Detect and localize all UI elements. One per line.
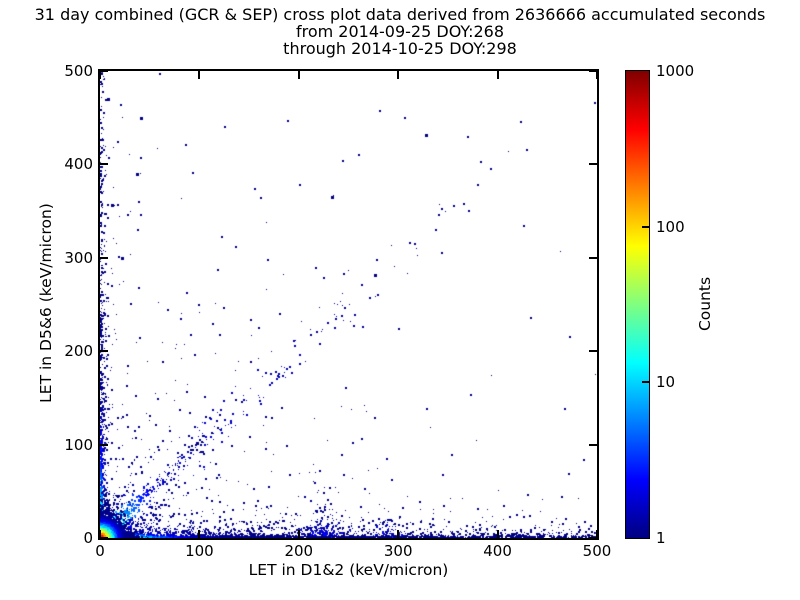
- x-tick-mark: [297, 71, 300, 79]
- colorbar-label: Counts: [696, 276, 714, 332]
- y-tick-mark: [100, 350, 108, 353]
- x-tick-mark: [99, 530, 101, 538]
- colorbar-tick-label: 10: [656, 373, 676, 392]
- x-tick-mark: [198, 71, 201, 79]
- x-tick-mark: [496, 71, 499, 79]
- colorbar: [625, 70, 650, 539]
- y-tick-label: 0: [83, 529, 93, 547]
- y-tick-mark: [589, 350, 597, 353]
- y-tick-mark: [589, 163, 597, 166]
- y-tick-label: 200: [64, 342, 93, 361]
- chart-title-line-1: 31 day combined (GCR & SEP) cross plot d…: [34, 5, 766, 24]
- y-axis-label: LET in D5&6 (keV/micron): [37, 203, 55, 403]
- plot-area: [98, 69, 599, 540]
- y-tick-label: 500: [64, 62, 93, 80]
- x-tick-label: 400: [483, 542, 512, 560]
- colorbar-gradient: [626, 71, 649, 538]
- x-axis-label: LET in D1&2 (keV/micron): [248, 561, 449, 579]
- y-tick-mark: [589, 256, 597, 259]
- y-tick-mark: [589, 537, 597, 539]
- x-tick-label: 100: [185, 542, 214, 560]
- colorbar-tick-label: 1000: [656, 62, 695, 80]
- x-tick-label: 0: [95, 542, 105, 560]
- y-tick-mark: [100, 537, 108, 539]
- x-tick-label: 300: [383, 542, 413, 560]
- chart-title-line-2: from 2014-09-25 DOY:268: [295, 22, 504, 41]
- chart-title-line-3: through 2014-10-25 DOY:298: [283, 39, 517, 58]
- x-tick-mark: [297, 530, 300, 538]
- y-tick-mark: [589, 443, 597, 446]
- x-tick-label: 200: [284, 542, 314, 560]
- y-tick-label: 300: [64, 248, 93, 267]
- scatter-canvas: [100, 71, 597, 538]
- y-tick-mark: [100, 70, 108, 72]
- x-tick-label: 500: [582, 542, 612, 560]
- colorbar-tick-label: 100: [656, 217, 685, 236]
- x-tick-mark: [596, 71, 598, 79]
- y-tick-label: 400: [64, 155, 93, 174]
- y-tick-mark: [100, 256, 108, 259]
- y-tick-label: 100: [64, 435, 93, 454]
- colorbar-tick-mark: [642, 381, 649, 384]
- x-tick-mark: [397, 71, 400, 79]
- x-tick-mark: [397, 530, 400, 538]
- x-tick-mark: [496, 530, 499, 538]
- colorbar-tick-mark: [642, 225, 649, 228]
- x-tick-mark: [596, 530, 598, 538]
- x-tick-mark: [99, 71, 101, 79]
- y-tick-mark: [100, 443, 108, 446]
- y-tick-mark: [589, 70, 597, 72]
- colorbar-tick-label: 1: [656, 529, 666, 547]
- x-tick-mark: [198, 530, 201, 538]
- y-tick-mark: [100, 163, 108, 166]
